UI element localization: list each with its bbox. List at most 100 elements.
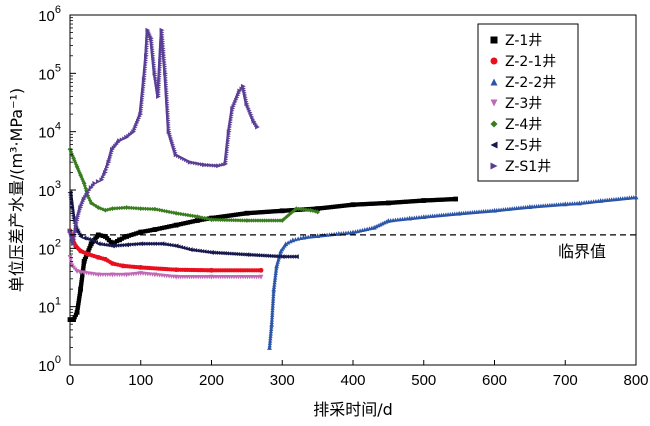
data-marker [317, 206, 322, 211]
data-marker [311, 206, 316, 211]
data-marker [131, 205, 136, 211]
data-marker [359, 202, 364, 207]
data-marker [183, 220, 188, 226]
data-marker [370, 201, 375, 206]
data-point [244, 210, 250, 216]
data-marker [98, 241, 103, 247]
data-point [173, 243, 179, 249]
data-marker [72, 315, 77, 320]
data-marker [129, 130, 135, 136]
data-marker [81, 179, 86, 184]
data-marker [224, 251, 230, 256]
data-marker [274, 266, 279, 271]
legend-label: Z-3井 [505, 96, 542, 112]
data-marker [375, 201, 380, 206]
data-point [279, 254, 285, 260]
data-marker [79, 280, 84, 285]
data-marker [249, 210, 254, 216]
data-marker [199, 162, 205, 167]
data-marker [270, 298, 276, 303]
data-marker [218, 214, 223, 219]
data-marker [148, 206, 153, 212]
data-marker [271, 289, 276, 294]
data-marker [122, 272, 127, 278]
data-marker [218, 217, 223, 222]
data-marker [112, 206, 117, 211]
data-marker [231, 251, 236, 256]
data-marker [136, 230, 141, 235]
data-marker [426, 198, 431, 203]
data-marker [419, 198, 424, 203]
data-marker [290, 209, 295, 214]
data-marker [100, 175, 106, 180]
data-marker [79, 275, 85, 280]
data-marker [313, 233, 318, 239]
data-marker [107, 243, 113, 248]
data-marker [269, 253, 274, 259]
data-marker [150, 272, 155, 277]
data-marker [178, 221, 183, 227]
data-point [267, 345, 272, 350]
data-marker [137, 114, 142, 119]
data-marker [275, 218, 280, 223]
data-marker [143, 206, 148, 211]
y-tick-label: 102 [38, 237, 61, 258]
data-marker [226, 131, 232, 137]
data-point [279, 208, 285, 214]
data-marker [77, 296, 82, 301]
data-marker [229, 251, 234, 256]
data-marker [267, 340, 273, 345]
data-marker [233, 251, 238, 257]
data-marker [490, 208, 495, 213]
data-marker [235, 251, 241, 257]
data-marker [117, 205, 122, 211]
data-point [99, 177, 105, 183]
data-marker [171, 210, 176, 215]
data-marker [162, 225, 167, 230]
data-marker [235, 218, 241, 223]
data-marker [192, 160, 198, 166]
data-marker [255, 253, 261, 258]
data-marker [268, 333, 273, 338]
data-marker [90, 183, 96, 188]
data-point [274, 263, 279, 269]
data-point [124, 242, 129, 248]
data-marker [331, 204, 336, 209]
data-marker [141, 229, 146, 234]
data-marker [75, 305, 80, 310]
series-2 [267, 194, 639, 350]
series-4 [67, 146, 321, 223]
data-marker [76, 298, 81, 303]
data-marker [211, 163, 216, 168]
data-marker [251, 218, 256, 223]
data-marker [446, 197, 451, 202]
series-3 [67, 254, 264, 280]
y-tick-label: 101 [38, 296, 61, 317]
data-marker [253, 121, 258, 126]
data-marker [231, 212, 236, 218]
data-marker [80, 270, 85, 275]
data-marker [166, 242, 172, 247]
data-marker [344, 203, 349, 208]
data-marker [221, 162, 226, 167]
data-marker [377, 201, 382, 206]
data-point [81, 258, 87, 264]
data-marker [71, 216, 76, 221]
data-marker [255, 218, 261, 223]
data-marker [220, 217, 225, 223]
data-marker [525, 204, 530, 209]
data-marker [185, 220, 191, 225]
data-marker [253, 218, 258, 223]
data-marker [244, 99, 249, 104]
axes: 0 100 200 300 400 500 600 700 800 100 101 102 103 104… [38, 4, 648, 389]
data-point [244, 252, 250, 258]
x-tick-label: 100 [128, 372, 153, 389]
data-marker [199, 249, 205, 254]
legend-label: Z-2-1井 [505, 54, 556, 70]
data-marker [631, 195, 636, 200]
data-point [71, 155, 76, 161]
data-marker [454, 211, 460, 216]
data-marker [119, 243, 124, 248]
data-marker [197, 248, 202, 253]
data-marker [270, 305, 275, 310]
